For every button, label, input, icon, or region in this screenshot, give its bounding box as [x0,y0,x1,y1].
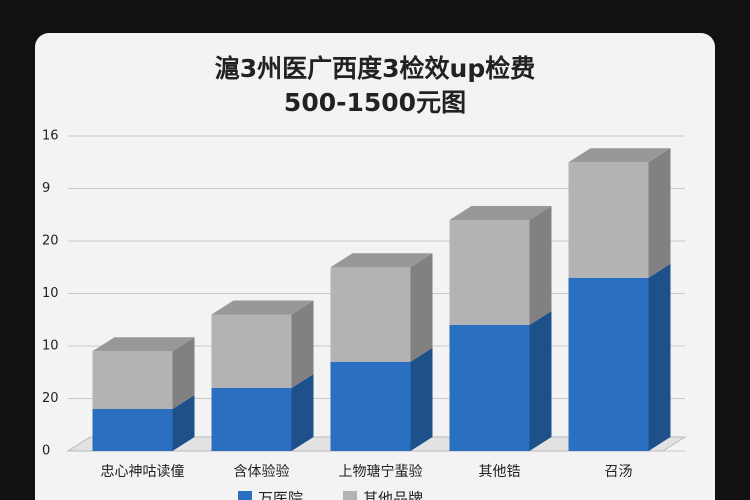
bar-side [529,206,552,325]
bar-front [568,162,649,278]
bar-side [291,300,314,388]
bar-front [92,409,173,451]
bar-top [330,253,433,268]
y-tick-label: 20 [42,234,59,249]
x-tick-label: 含体验验 [234,464,290,480]
y-tick-label: 10 [42,339,59,354]
bar-top [568,148,671,163]
bar-side [410,347,433,451]
bar-front [211,388,292,451]
bar-segment [330,253,433,362]
legend-swatch [238,491,252,500]
bar-segment [568,148,671,278]
bar-side [648,263,671,451]
bar-top [211,300,314,315]
x-tick-label: 忠心神咕读僮 [101,463,185,480]
bar-segment [211,300,314,388]
bar-front [449,325,530,451]
bar-front [211,314,292,388]
bar-segment [211,374,314,451]
bar-segment [449,311,552,451]
bar-side [529,311,552,451]
chart-subtitle: 500-1500元图 [284,88,466,117]
bar-top [449,206,552,220]
bar-side [291,374,314,451]
bar-segment [92,337,195,409]
bar-segment [568,263,671,451]
bar-side [172,337,195,409]
bar-side [648,148,671,278]
bar-segment [330,347,433,451]
legend-label: 万医院 [258,490,303,500]
bar-segment [92,395,195,451]
bar-top [92,337,195,352]
y-tick-label: 20 [42,391,59,406]
y-tick-label: 16 [42,129,59,144]
legend-swatch [343,491,358,500]
bar-front [568,277,649,451]
bar-front [92,351,173,409]
bar-segment [449,206,552,325]
legend-label: 其他品牌 [363,490,423,500]
chart-title: 滬3州医广西度3检效up检费 [215,54,535,83]
x-tick-label: 召汤 [605,464,633,480]
bar-front [330,361,411,451]
bar-side [410,253,433,362]
x-tick-label: 上物瑭宁蜚验 [339,463,423,480]
bar-side [172,395,195,451]
y-tick-label: 0 [42,444,50,459]
y-tick-label: 9 [42,181,50,196]
bar-front [330,267,411,362]
y-tick-label: 10 [42,286,59,301]
x-tick-label: 其他锆 [479,464,521,480]
bar-front [449,220,530,325]
